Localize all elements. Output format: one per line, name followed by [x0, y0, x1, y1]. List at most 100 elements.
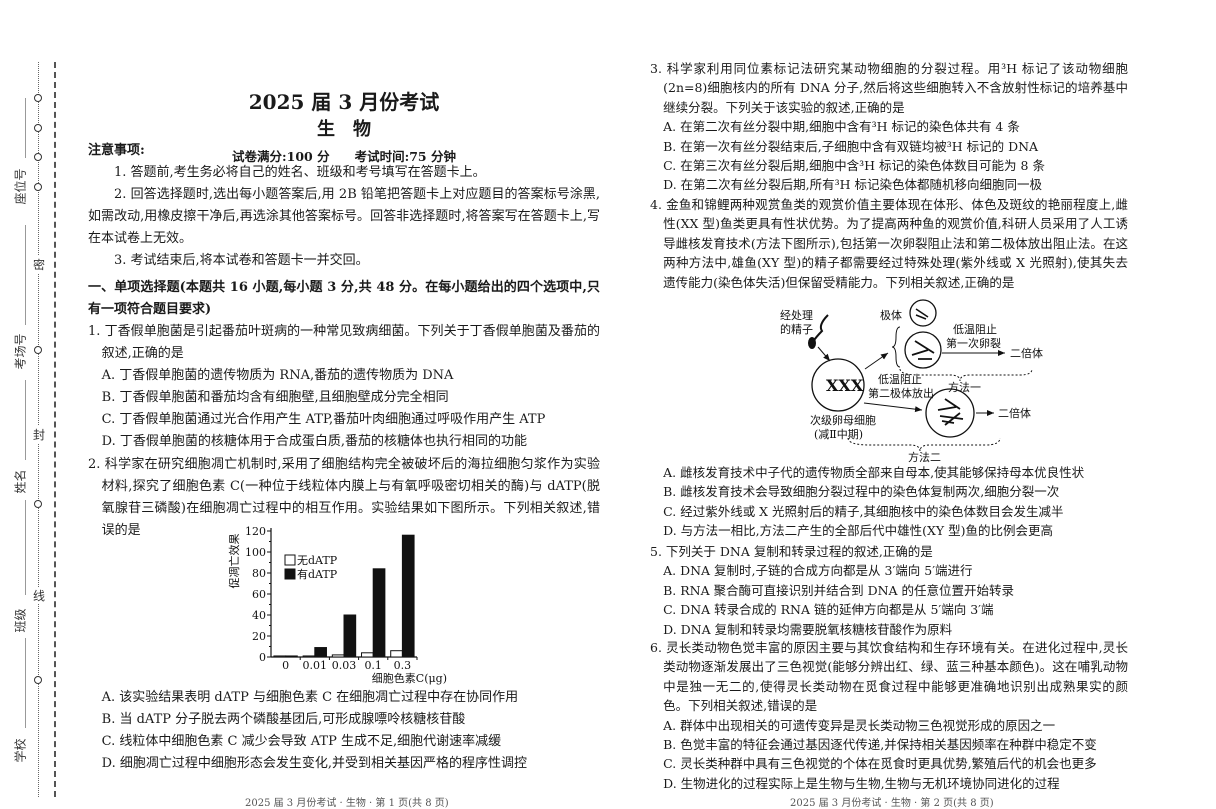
seal-circle [34, 124, 42, 132]
seal-circle [34, 183, 42, 191]
bar-with-datp [372, 568, 386, 658]
seat-number-label: 座位号 [13, 168, 28, 205]
y-tick-label: 100 [245, 546, 266, 559]
answer-option: D. DNA 复制和转录均需要脱氧核糖核苷酸作为原料 [663, 621, 953, 637]
seal-circle [34, 676, 42, 684]
legend-label: 无dATP [297, 554, 338, 567]
fill-line[interactable] [25, 638, 26, 728]
answer-option: D. 生物进化的过程实际上是生物与生物,生物与无机环境协同进化的过程 [663, 775, 1060, 791]
answer-option: B. 在第一次有丝分裂结束后,子细胞中含有双链均被³H 标记的 DNA [663, 138, 1039, 154]
polar-body-cell [909, 299, 937, 327]
question-stem: 3. 科学家利用同位素标记法研究某动物细胞的分裂过程。用³H 标记了该动物细胞(… [650, 61, 1128, 115]
answer-option: D. 丁香假单胞菌的核糖体用于合成蛋白质,番茄的核糖体也执行相同的功能 [101, 434, 527, 449]
bar-with-datp [401, 534, 415, 658]
bar-no-datp [390, 650, 403, 658]
answer-option: C. 在第三次有丝分裂后期,细胞中含³H 标记的染色体数目可能为 8 条 [663, 158, 1045, 174]
x-tick-label: 0.3 [394, 659, 412, 672]
page-footer-right: 2025 届 3 月份考试 · 生物 · 第 2 页(共 8 页) [790, 798, 994, 809]
chromosomes-xxx: XXX [826, 376, 864, 395]
answer-option: B. 当 dATP 分子脱去两个磷酸基团后,可形成腺嘌呤核糖核苷酸 [101, 712, 466, 727]
notes-item: 1. 答题前,考生务必将自己的姓名、班级和考号填写在答题卡上。 [114, 165, 486, 180]
legend-swatch [284, 554, 296, 566]
answer-option: B. 色觉丰富的特征会通过基因逐代传递,并保持相关基因频率在种群中稳定不变 [663, 737, 1097, 753]
sperm-label: 的精子 [780, 322, 813, 336]
bar-no-datp [331, 654, 345, 658]
oocyte-label: (减Ⅱ中期) [814, 428, 863, 441]
x-axis-label: 细胞色素C(μg) [372, 671, 447, 685]
method2-label: 方法二 [908, 450, 941, 464]
exam-title: 2025 届 3 月份考试 [248, 90, 440, 114]
oocyte-cell [811, 358, 865, 412]
seal-char-xian: 线 [33, 587, 46, 604]
polar-body-label: 极体 [880, 308, 902, 322]
answer-option: B. 雌核发育技术会导致细胞分裂过程中的染色体复制两次,细胞分裂一次 [663, 484, 1060, 500]
seal-circle [34, 153, 42, 161]
notes-item: 3. 考试结束后,将本试卷和答题卡一并交回。 [114, 253, 369, 268]
result-diploid: 二倍体 [1010, 346, 1043, 360]
question-4-options: A. 雌核发育技术中子代的遗传物质全部来自母本,使其能够保持母本优良性状 B. 雌… [650, 463, 1128, 541]
answer-option: A. DNA 复制时,子链的合成方向都是从 3′端向 5′端进行 [663, 563, 973, 579]
question-2-options: A. 该实验结果表明 dATP 与细胞色素 C 在细胞凋亡过程中存在协同作用 B.… [88, 687, 600, 775]
exam-info: 试卷满分:100 分 考试时间:75 分钟 [232, 149, 456, 164]
answer-option: D. 与方法一相比,方法二产生的全部后代中雄性(XY 型)鱼的比例会更高 [663, 523, 1054, 539]
exam-room-label: 考场号 [13, 333, 28, 370]
x-tick-label: 0 [282, 659, 289, 672]
answer-option: C. 灵长类种群中具有三色视觉的个体在觅食时更具优势,繁殖后代的机会也更多 [663, 756, 1097, 772]
seal-circle [34, 500, 42, 508]
section-heading: 一、单项选择题(本题共 16 小题,每小题 3 分,共 48 分。在每小题给出的… [88, 280, 600, 317]
question-4-stem: 4. 金鱼和锦鲤两种观赏鱼类的观赏价值主要体现在体形、体色及斑纹的艳丽程度上,雌… [650, 195, 1128, 292]
subject-title: 生 物 [317, 119, 371, 140]
x-tick-label: 0.03 [332, 659, 357, 672]
bar-no-datp [302, 655, 316, 658]
notes: 注意事项: 1. 答题前,考生务必将自己的姓名、班级和考号填写在答题卡上。 2.… [88, 140, 600, 272]
seal-circle [34, 346, 42, 354]
answer-option: C. 丁香假单胞菌通过光合作用产生 ATP,番茄叶肉细胞通过呼吸作用产生 ATP [101, 412, 546, 427]
question-stem: 5. 下列关于 DNA 复制和转录过程的叙述,正确的是 [650, 544, 933, 559]
answer-option: C. 经过紫外线或 X 光照射后的精子,其细胞核中的染色体数目会发生减半 [663, 503, 1064, 519]
seal-char-mi: 密 [33, 256, 46, 273]
answer-option: A. 雌核发育技术中子代的遗传物质全部来自母本,使其能够保持母本优良性状 [663, 465, 1085, 480]
question-stem: 4. 金鱼和锦鲤两种观赏鱼类的观赏价值主要体现在体形、体色及斑纹的艳丽程度上,雌… [650, 197, 1128, 290]
question-1: 1. 丁香假单胞菌是引起番茄叶斑病的一种常见致病细菌。下列关于丁香假单胞菌及番茄… [88, 321, 600, 453]
y-tick-label: 80 [252, 567, 266, 580]
diploid-egg-cell [925, 388, 975, 438]
answer-option: D. 细胞凋亡过程中细胞形态会发生变化,并受到相关基因严格的程序性调控 [101, 756, 527, 771]
y-tick-label: 60 [252, 588, 266, 601]
cut-dashed-line [54, 62, 56, 797]
x-tick-label: 0.01 [303, 659, 328, 672]
method1-step: 低温阻止 [953, 323, 997, 336]
egg-cell [904, 331, 942, 369]
fill-line[interactable] [25, 98, 26, 158]
name-label: 姓名 [13, 469, 28, 494]
bar-no-datp [361, 652, 374, 658]
x-tick-label: 0.1 [364, 659, 382, 672]
sperm-head [808, 337, 816, 349]
method2-step: 低温阻止 [878, 373, 922, 386]
y-tick-label: 40 [252, 609, 266, 622]
school-label: 学校 [13, 738, 28, 763]
question-5: 5. 下列关于 DNA 复制和转录过程的叙述,正确的是 A. DNA 复制时,子链… [650, 542, 1128, 639]
gynogenesis-diagram: 经处理 的精子 XXX 次级卵母细胞 (减Ⅱ中期) 极体 低温阻止 第一次卵裂 … [780, 299, 1043, 464]
y-tick-label: 20 [252, 630, 266, 643]
answer-option: C. 线粒体中细胞色素 C 减少会导致 ATP 生成不足,细胞代谢速率减缓 [101, 734, 502, 749]
answer-option: C. DNA 转录合成的 RNA 链的延伸方向都是从 5′端向 3′端 [663, 602, 994, 618]
answer-option: A. 在第二次有丝分裂中期,细胞中含有³H 标记的染色体共有 4 条 [663, 119, 1020, 135]
page-footer-left: 2025 届 3 月份考试 · 生物 · 第 1 页(共 8 页) [245, 798, 449, 809]
method2-step: 第二极体放出 [868, 386, 934, 400]
legend-label: 有dATP [297, 567, 338, 581]
fill-line[interactable] [25, 500, 26, 595]
method1-label: 方法一 [948, 380, 981, 394]
oocyte-label: 次级卵母细胞 [810, 413, 876, 427]
question-6: 6. 灵长类动物色觉丰富的原因主要与其饮食结构和生存环境有关。在进化过程中,灵长… [650, 638, 1128, 793]
bar-with-datp [314, 647, 327, 658]
answer-option: B. RNA 聚合酶可直接识别并结合到 DNA 的任意位置开始转录 [663, 582, 1015, 598]
answer-option: B. 丁香假单胞菌和番茄均含有细胞壁,且细胞壁成分完全相同 [101, 390, 449, 405]
fill-line[interactable] [25, 380, 26, 460]
question-3: 3. 科学家利用同位素标记法研究某动物细胞的分裂过程。用³H 标记了该动物细胞(… [650, 59, 1128, 195]
answer-option: A. 群体中出现相关的可遗传变异是灵长类动物三色视觉形成的原因之一 [663, 717, 1056, 733]
bar-no-datp [273, 655, 287, 658]
seal-char-feng: 封 [33, 426, 46, 443]
fill-line[interactable] [25, 225, 26, 325]
question-2-stem: 2. 科学家在研究细胞凋亡机制时,采用了细胞结构完全被破坏后的海拉细胞匀浆作为实… [88, 454, 600, 542]
bar-with-datp [343, 614, 357, 658]
